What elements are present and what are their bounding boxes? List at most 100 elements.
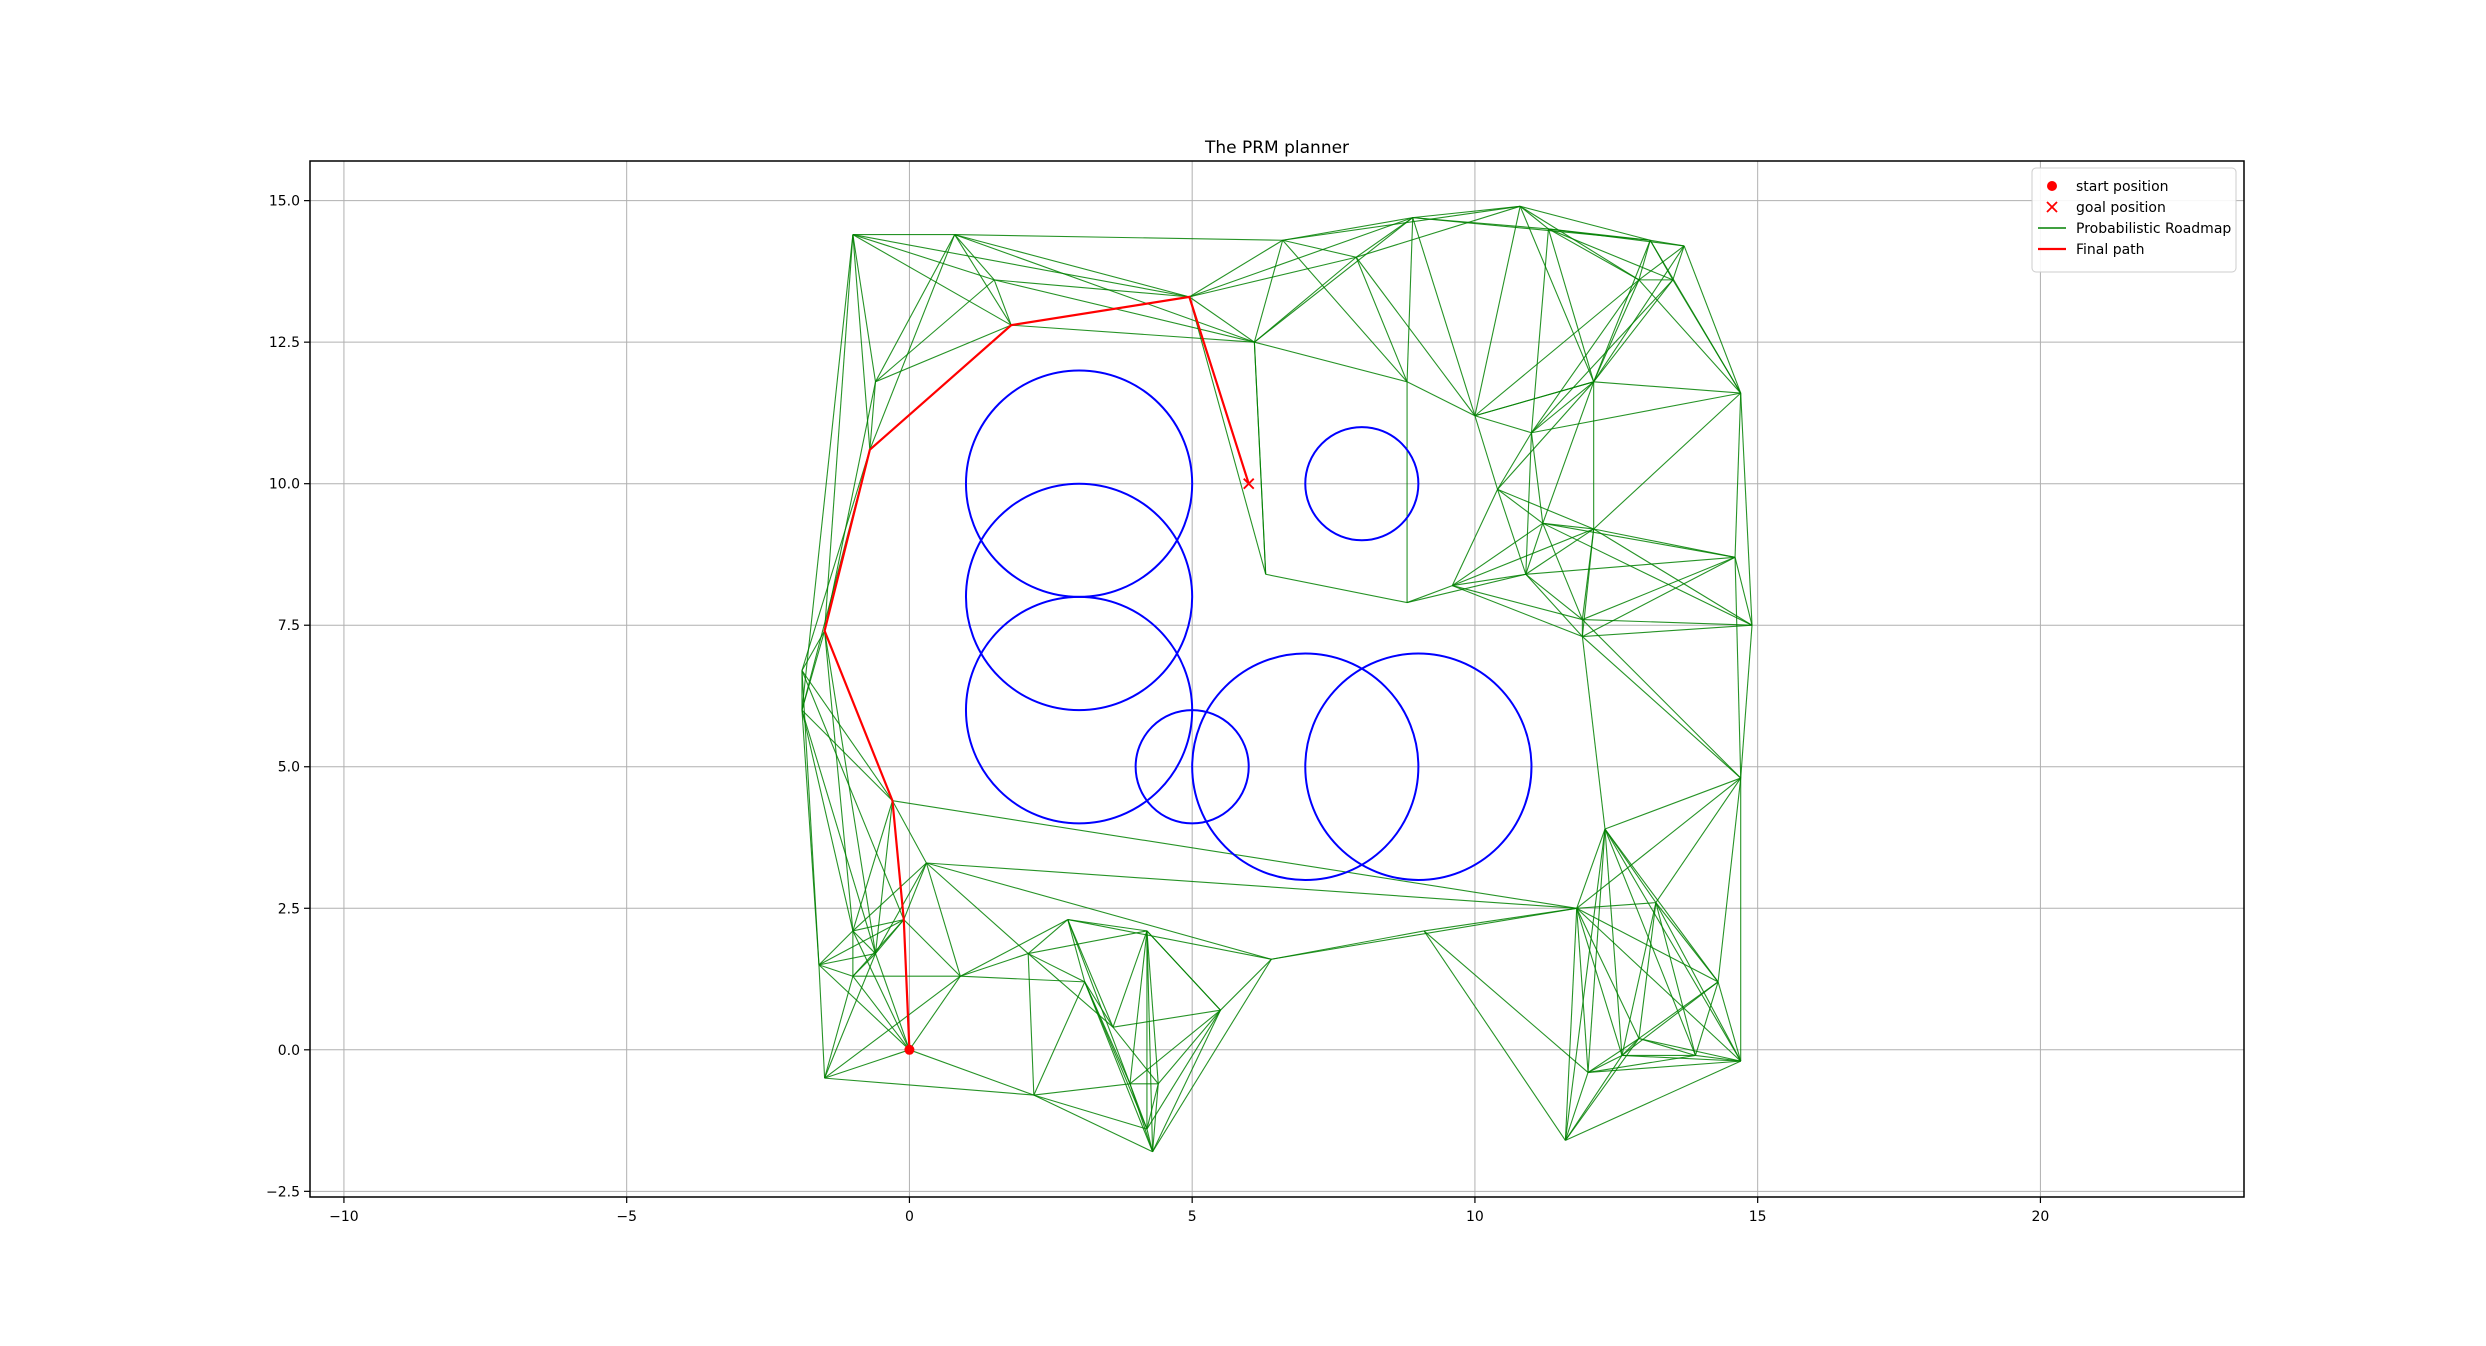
roadmap-edge xyxy=(1355,256,1476,417)
roadmap-edge xyxy=(1582,636,1742,779)
roadmap-edge xyxy=(818,930,854,966)
roadmap-edge xyxy=(1412,217,1476,416)
roadmap-edge xyxy=(954,234,995,281)
roadmap-edge xyxy=(1717,778,1742,982)
legend: start position goal position Probabilistic… xyxy=(2031,167,2237,273)
roadmap-edge xyxy=(801,709,877,954)
roadmap-edge xyxy=(874,953,910,1050)
roadmap-edge xyxy=(926,862,1029,954)
roadmap-edge xyxy=(1542,522,1736,558)
roadmap-edge xyxy=(1146,930,1159,1084)
roadmap-edge xyxy=(824,975,961,1079)
roadmap-edge xyxy=(852,800,893,932)
roadmap-edge xyxy=(852,930,876,954)
roadmap-edge xyxy=(1621,1038,1640,1056)
y-tick-label: 7.5 xyxy=(278,618,300,634)
roadmap-edge xyxy=(1474,206,1521,416)
roadmap-edge xyxy=(875,324,1012,383)
roadmap-edge xyxy=(1683,245,1742,394)
roadmap-edge xyxy=(801,709,893,802)
roadmap-edge xyxy=(1067,919,1131,1084)
roadmap-edge xyxy=(1548,228,1640,281)
roadmap-edge xyxy=(1474,415,1532,434)
roadmap-edge xyxy=(1638,245,1685,281)
roadmap-edge xyxy=(1027,953,1035,1096)
roadmap-edge xyxy=(1717,981,1742,1062)
roadmap-edge xyxy=(1593,392,1742,530)
legend-box xyxy=(2031,167,2237,273)
x-tick-label: −10 xyxy=(329,1209,359,1225)
roadmap-edge xyxy=(1412,205,1521,219)
roadmap-edge xyxy=(1525,573,1583,620)
roadmap-edge xyxy=(1146,930,1221,1011)
roadmap-edge xyxy=(1253,240,1284,343)
x-tick-label: 10 xyxy=(1466,1209,1484,1225)
roadmap-edge xyxy=(1655,777,1742,903)
roadmap-edge xyxy=(1525,528,1594,575)
roadmap-edge xyxy=(818,964,826,1079)
roadmap-edge xyxy=(1593,528,1753,626)
roadmap-edge xyxy=(801,710,854,932)
roadmap-edge xyxy=(1356,205,1521,258)
roadmap-edge xyxy=(1672,279,1742,394)
start-marker xyxy=(904,1044,915,1055)
roadmap-edge xyxy=(1084,981,1154,1152)
roadmap-edge xyxy=(1474,279,1640,417)
roadmap-edge xyxy=(1129,1083,1154,1152)
roadmap-edge xyxy=(824,953,877,1079)
roadmap-edge xyxy=(801,670,905,920)
roadmap-edge xyxy=(954,234,1190,298)
roadmap-edge xyxy=(1027,919,1069,954)
grid xyxy=(310,161,2244,1197)
roadmap-edge xyxy=(824,1077,1034,1096)
roadmap-edge xyxy=(1587,1038,1640,1073)
roadmap-edge xyxy=(824,630,877,954)
roadmap-edge xyxy=(869,234,956,450)
roadmap-edge xyxy=(1084,981,1114,1028)
roadmap-edge xyxy=(1531,279,1640,434)
goal-marker xyxy=(1243,478,1255,490)
roadmap-edge xyxy=(1593,240,1651,382)
roadmap-edge xyxy=(1355,257,1408,382)
roadmap-edge xyxy=(1497,489,1527,575)
roadmap-edge xyxy=(852,975,910,1051)
roadmap-edge xyxy=(1582,556,1736,621)
roadmap-edge xyxy=(994,279,1190,298)
roadmap-edge xyxy=(1649,239,1674,281)
roadmap-edge xyxy=(1565,1060,1741,1141)
x-tick-label: 15 xyxy=(1749,1209,1767,1225)
legend-label: start position xyxy=(2076,179,2169,195)
roadmap-edge xyxy=(1564,1072,1589,1141)
roadmap-edge xyxy=(1452,528,1594,587)
roadmap-edge xyxy=(926,862,1272,960)
roadmap-edge xyxy=(1497,432,1532,490)
roadmap-edge xyxy=(1576,908,1623,1056)
roadmap-edge xyxy=(954,234,1255,343)
roadmap-edge xyxy=(1734,557,1742,779)
roadmap-edge xyxy=(1282,205,1521,241)
obstacle-circle xyxy=(1304,652,1533,881)
roadmap-edge xyxy=(1576,828,1606,909)
roadmap-edge xyxy=(1423,930,1589,1073)
roadmap-edge xyxy=(1581,619,1742,779)
roadmap-edge xyxy=(1067,919,1148,932)
roadmap-edge xyxy=(1067,919,1272,960)
roadmap-edge xyxy=(1587,1054,1696,1073)
roadmap-edge xyxy=(1734,393,1742,558)
roadmap-edge xyxy=(1033,981,1086,1096)
roadmap-edge xyxy=(1694,981,1719,1056)
roadmap-edge xyxy=(1027,953,1114,1028)
roadmap-edge xyxy=(1581,636,1606,830)
roadmap-edge xyxy=(1027,953,1085,983)
roadmap-edge xyxy=(1452,585,1583,638)
roadmap-edge xyxy=(926,862,1577,909)
x-tick-label: 0 xyxy=(905,1209,914,1225)
roadmap-edge xyxy=(1542,522,1594,530)
axis-ticks: −10 −5 0 5 10 15 20 −2.5 0.0 2.5 5.0 7.5 10.0 12.5 15.… xyxy=(266,194,2049,1225)
roadmap-edge xyxy=(908,975,961,1051)
plot-area xyxy=(310,161,2244,1197)
roadmap-edge xyxy=(1638,981,1719,1039)
roadmap-edge xyxy=(960,953,1029,977)
obstacle-circle xyxy=(1191,652,1420,881)
